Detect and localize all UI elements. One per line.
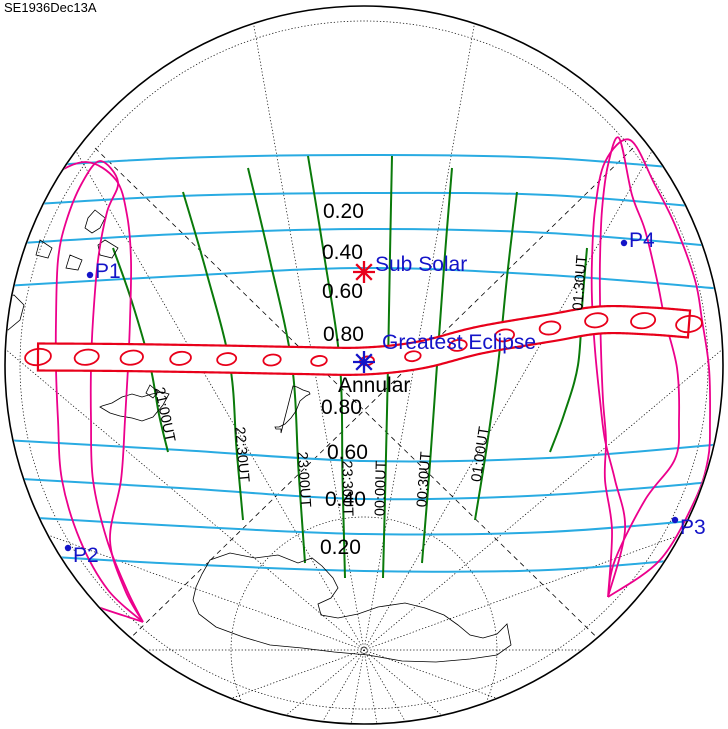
svg-text:00:00UT: 00:00UT [372,460,389,516]
svg-text:SE1936Dec13A: SE1936Dec13A [4,0,97,15]
svg-text:Sub Solar: Sub Solar [375,253,467,276]
svg-text:P3: P3 [680,516,706,539]
svg-text:0.40: 0.40 [322,241,363,264]
svg-text:P2: P2 [73,544,99,567]
svg-text:P1: P1 [95,260,121,283]
svg-text:0.80: 0.80 [323,323,364,346]
svg-text:Annular: Annular [338,374,410,397]
svg-text:Greatest Eclipse: Greatest Eclipse [382,331,536,354]
svg-text:23:30UT: 23:30UT [338,460,355,516]
svg-text:0.80: 0.80 [321,396,362,419]
svg-text:P4: P4 [629,229,655,252]
svg-text:0.20: 0.20 [323,200,364,223]
svg-text:0.20: 0.20 [320,536,361,559]
svg-text:0.60: 0.60 [322,280,363,303]
